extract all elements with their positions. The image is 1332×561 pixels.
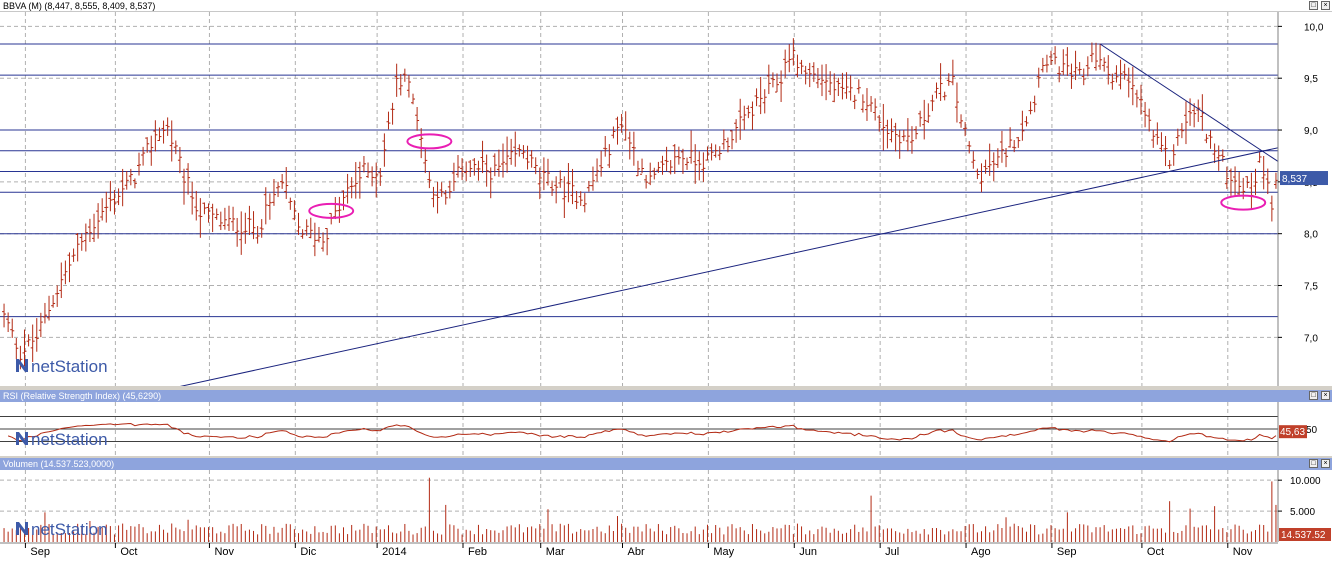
x-tick-label: Nov <box>214 546 234 558</box>
price-pane: BBVA (M) (8,447, 8,555, 8,409, 8,537) □ … <box>0 0 1332 386</box>
netstation-watermark: netStation <box>31 357 108 376</box>
volume-pane-window-buttons: □ × <box>1309 459 1330 468</box>
last-price-label-bg <box>1280 171 1328 186</box>
x-tick-label: Feb <box>468 546 487 558</box>
x-tick-label: Oct <box>120 546 137 558</box>
price-y-tick-label: 10,0 <box>1304 22 1324 33</box>
x-tick-label: Dic <box>300 546 316 558</box>
highlight-ellipse <box>308 202 355 219</box>
x-tick-label: Oct <box>1147 546 1164 558</box>
highlight-ellipse <box>406 133 453 150</box>
x-tick-label: Sep <box>1057 546 1077 558</box>
x-tick-label: Sep <box>30 546 50 558</box>
last-volume-label: 14.537.52 <box>1281 530 1326 541</box>
netstation-logo: netStation <box>16 520 108 539</box>
x-tick-label: May <box>713 546 734 558</box>
price-y-tick-label: 9,0 <box>1304 126 1318 137</box>
x-tick-label: Jun <box>799 546 817 558</box>
rsi-pane: RSI (Relative Strength Index) (45,6290) … <box>0 390 1332 456</box>
price-y-tick-label: 9,5 <box>1304 74 1318 85</box>
x-tick-label: Jul <box>885 546 899 558</box>
x-tick-label: Nov <box>1233 546 1253 558</box>
trendline <box>179 145 1289 386</box>
vol-y-tick-label: 5.000 <box>1290 507 1315 518</box>
vol-axis-bg <box>1278 470 1332 561</box>
netstation-watermark: netStation <box>31 430 108 449</box>
rsi-y-tick-label: 50 <box>1306 425 1318 436</box>
maximize-button[interactable]: □ <box>1309 391 1318 400</box>
x-tick-label: Ago <box>971 546 991 558</box>
price-y-tick-label: 7,5 <box>1304 282 1318 293</box>
x-tick-label: Mar <box>546 546 565 558</box>
netstation-logo: netStation <box>16 430 108 449</box>
rsi-line <box>7 422 1277 443</box>
close-button[interactable]: × <box>1321 1 1330 10</box>
volume-pane-titlebar[interactable]: Volumen (14.537.523,0000) □ × <box>0 458 1332 470</box>
volume-pane: Volumen (14.537.523,0000) □ × 10.000 5.00… <box>0 458 1332 561</box>
vol-y-tick-label: 10.000 <box>1290 476 1321 487</box>
close-button[interactable]: × <box>1321 391 1330 400</box>
price-pane-window-buttons: □ × <box>1309 1 1330 10</box>
trendline <box>1099 43 1297 174</box>
last-price-label: 8,537 <box>1282 174 1307 185</box>
netstation-logo: netStation <box>16 357 108 376</box>
rsi-pane-title: RSI (Relative Strength Index) (45,6290) <box>3 391 162 401</box>
close-button[interactable]: × <box>1321 459 1330 468</box>
last-rsi-label: 45,63 <box>1280 427 1305 438</box>
maximize-button[interactable]: □ <box>1309 1 1318 10</box>
highlight-ellipse <box>1220 194 1267 211</box>
maximize-button[interactable]: □ <box>1309 459 1318 468</box>
price-y-tick-label: 7,0 <box>1304 333 1318 344</box>
price-y-tick-label: 8,0 <box>1304 230 1318 241</box>
volume-pane-title: Volumen (14.537.523,0000) <box>3 459 115 469</box>
rsi-pane-window-buttons: □ × <box>1309 391 1330 400</box>
price-axis-bg <box>1278 12 1332 386</box>
last-volume-label-bg <box>1279 528 1331 541</box>
x-tick-label: Abr <box>628 546 645 558</box>
netstation-logo-mark <box>16 432 28 445</box>
x-tick-label: 2014 <box>382 546 406 558</box>
price-pane-title: BBVA (M) (8,447, 8,555, 8,409, 8,537) <box>3 1 156 11</box>
netstation-watermark: netStation <box>31 520 108 539</box>
rsi-pane-titlebar[interactable]: RSI (Relative Strength Index) (45,6290) … <box>0 390 1332 402</box>
netstation-logo-mark <box>16 359 28 372</box>
volume-chart[interactable]: 10.000 5.000 14.537.52 netStation Sep Oct Nov D… <box>0 470 1332 561</box>
price-pane-titlebar[interactable]: BBVA (M) (8,447, 8,555, 8,409, 8,537) □ … <box>0 0 1332 12</box>
netstation-logo-mark <box>16 522 28 535</box>
last-rsi-label-bg <box>1279 425 1307 439</box>
